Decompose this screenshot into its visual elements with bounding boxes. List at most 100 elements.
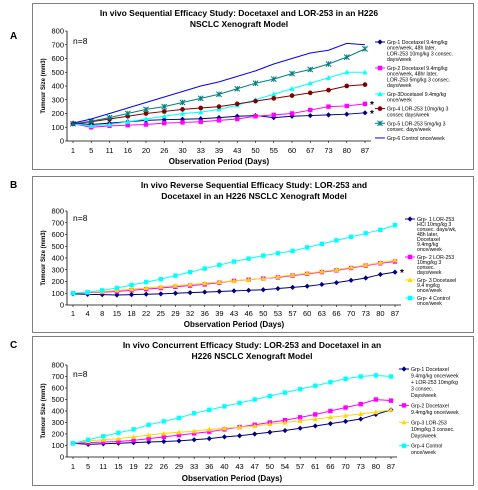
chart-b-series-1-point <box>172 290 179 296</box>
chart-a-x-tick-label: 60 <box>288 146 296 155</box>
chart-c-series-2-point <box>313 412 318 417</box>
chart-c-series-3-point <box>221 425 228 431</box>
chart-b-series-3-point <box>260 275 266 281</box>
chart-a-n-annotation: n=8 <box>73 36 88 46</box>
chart-c-series-2-point <box>191 431 197 436</box>
chart-b-x-tick-label: 25 <box>157 309 165 318</box>
chart-c-x-tick-label: 19 <box>129 462 137 471</box>
chart-b-series-3-point <box>172 283 179 288</box>
chart-a-series-3-point <box>179 110 186 116</box>
chart-b-series-4-point <box>129 282 134 288</box>
chart-a-series-4-point <box>198 105 204 111</box>
chart-b-x-tick-label: 87 <box>391 309 399 318</box>
chart-a-svg: In vivo Sequential Efficacy Study: Docet… <box>41 8 453 166</box>
chart-c-legend-label: Grp-1 Docetaxel 9.4mg/kg once/week + LOR-2… <box>411 367 459 399</box>
chart-b-series-1-point <box>319 281 325 288</box>
chart-c-legend-label: Grp-2 Docetaxel 9.4mg/kg once/week <box>411 403 459 416</box>
chart-b-x-tick-label: 15 <box>113 309 121 318</box>
chart-a-series-5-point <box>234 85 241 92</box>
chart-b-series-1-point <box>187 290 193 296</box>
chart-a-y-axis-label: Tumour Size (mm3) <box>41 58 47 113</box>
chart-c-series-2-point <box>297 415 303 420</box>
chart-c-series-4-point <box>313 383 318 388</box>
chart-a-series-4-point <box>362 82 368 87</box>
chart-b-series-3-point <box>275 274 281 279</box>
chart-b-x-tick-label: 36 <box>201 309 209 318</box>
chart-c-series-4-point <box>252 397 257 402</box>
panel-b-chart: In vivo Reverse Sequential Efficacy Stud… <box>32 176 474 333</box>
chart-b-series-4-point <box>275 251 281 256</box>
chart-c-y-tick-label: 200 <box>51 430 64 439</box>
chart-b-series-3-point <box>348 264 354 270</box>
chart-a-series-6 <box>72 42 366 124</box>
chart-c-series-2-point <box>131 438 136 443</box>
chart-b-series-4-point <box>187 269 193 275</box>
chart-c-series-4-point <box>85 437 91 442</box>
chart-a-series-4-point <box>344 83 350 89</box>
chart-c-series-2-point <box>116 439 121 444</box>
chart-a-y-tick-label: 800 <box>51 27 64 36</box>
chart-a-series-5-point <box>70 120 76 127</box>
chart-c-x-tick-label: 66 <box>326 462 334 471</box>
chart-a-series-5 <box>70 45 368 127</box>
chart-b-y-tick-label: 500 <box>51 242 64 251</box>
chart-c-series-3-point <box>282 419 288 425</box>
chart-b-series-3 <box>70 257 398 296</box>
chart-b-series-3-point <box>304 270 310 276</box>
chart-c-x-tick-label: 29 <box>175 462 183 471</box>
chart-c-series-4-point <box>70 440 76 446</box>
chart-c-series-3-point <box>327 414 334 420</box>
chart-c-series-4 <box>70 373 394 446</box>
chart-b-series-1-point <box>377 271 383 278</box>
chart-b-series-1-point <box>363 275 369 281</box>
chart-a-legend-label: Grp-6 Control once/week <box>387 136 445 142</box>
chart-c-series-1-point <box>267 429 273 435</box>
chart-a-x-tick-label: 1 <box>71 146 75 155</box>
chart-a-series-2-point <box>235 116 240 122</box>
chart-b-y-tick-label: 300 <box>51 265 64 274</box>
chart-b-series-3-point <box>363 262 369 268</box>
chart-b-x-tick-label: 73 <box>362 309 370 318</box>
chart-c-x-tick-label: 40 <box>220 462 228 471</box>
chart-a-series-3-point <box>198 109 204 115</box>
chart-b-series-3-point <box>319 268 325 274</box>
chart-a-series-1-point <box>325 112 332 118</box>
chart-a-y-tick-label: 100 <box>51 123 64 132</box>
chart-b-n-annotation: n=8 <box>73 213 88 223</box>
chart-a-series-3-point <box>143 116 149 122</box>
chart-a-series-2-point <box>253 114 258 119</box>
chart-b-series-4-point <box>173 273 178 278</box>
chart-b-series-3-point <box>333 267 340 272</box>
panel-a-letter: A <box>10 31 18 42</box>
chart-b-title-line: In vivo Reverse Sequential Efficacy Stud… <box>141 180 367 190</box>
chart-b-series-1-point <box>158 291 164 297</box>
chart-a-series-4-point <box>161 109 167 114</box>
chart-c-series-4-point <box>328 380 333 385</box>
chart-b-y-axis-label: Tumour Size (mm3) <box>41 230 47 285</box>
chart-c-y-axis-label: Tumour Size (mm3) <box>41 383 47 438</box>
chart-a-series-5-point <box>124 110 131 117</box>
chart-c-series-2-point <box>358 401 363 407</box>
chart-b-series-3-point <box>143 285 149 291</box>
chart-a-legend-label: Grp-4 LOR-253 10mg/kg 3 consec days/week <box>387 107 449 119</box>
chart-a-legend-marker <box>377 65 383 71</box>
chart-a-series-3-point <box>362 69 368 75</box>
chart-b-series-1-point <box>333 280 340 286</box>
chart-a-series-5-point <box>179 99 186 106</box>
chart-c-x-tick-label: 47 <box>251 462 259 471</box>
chart-b-series-3-point <box>216 279 222 285</box>
chart-b-legend-label: Grp- 4 Control once/week <box>417 296 450 307</box>
chart-b-x-tick-label: 1 <box>71 309 75 318</box>
chart-c-series-3-point <box>388 407 394 412</box>
chart-a-y-tick-label: 300 <box>51 95 64 104</box>
chart-c-series-3-point <box>146 432 152 438</box>
chart-c-x-tick-label: 26 <box>160 462 168 471</box>
chart-b-series-3-point <box>377 260 383 265</box>
chart-a-series-2-point <box>125 122 130 128</box>
chart-b-series-1-point <box>289 284 296 290</box>
chart-a-series-2-point <box>143 122 149 127</box>
chart-b-x-tick-label: 4 <box>86 309 90 318</box>
chart-b-legend-label: Grp- 3 Docetaxel 9.4 mg/kg once/week <box>417 278 456 294</box>
chart-c-series-4-point <box>131 427 136 432</box>
chart-a-y-tick-label: 0 <box>60 137 64 146</box>
